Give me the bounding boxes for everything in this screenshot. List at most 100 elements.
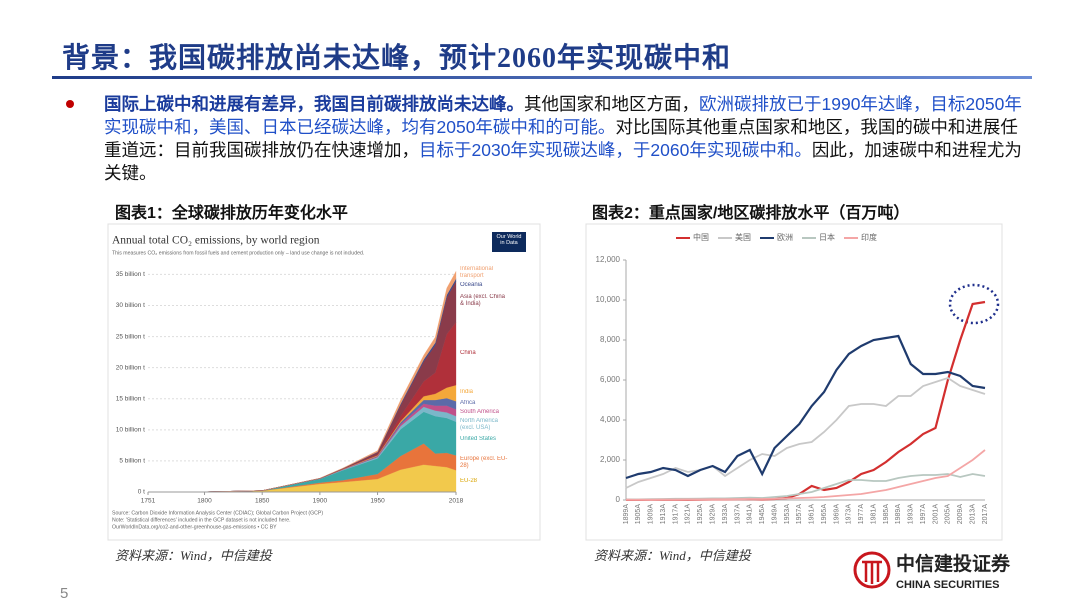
- x-tick-label: 1800: [197, 498, 212, 505]
- x-tick-label: 1949A: [771, 504, 778, 525]
- legend-label: 美国: [735, 232, 751, 242]
- figure-source: 资料来源：Wind，中信建投: [115, 548, 272, 563]
- x-tick-label: 2001A: [932, 504, 939, 525]
- x-tick-label: 2017A: [982, 504, 989, 525]
- bullet-text: 国际上碳中和进展有差异，我国目前碳排放尚未达峰。其他国家和地区方面，欧洲碳排放已…: [104, 93, 1024, 185]
- x-tick-label: 1953A: [784, 504, 791, 525]
- figure-caption: 图表1：全球碳排放历年变化水平: [115, 205, 348, 222]
- y-tick-label: 2,000: [600, 455, 621, 464]
- badge: Our World in Data: [496, 234, 522, 246]
- legend-entry: Africa: [460, 400, 476, 406]
- y-tick-label: 6,000: [600, 375, 621, 384]
- source-note: Note: 'Statistical differences' included…: [112, 517, 291, 523]
- x-tick-label: 2018: [449, 498, 464, 505]
- x-tick-label: 1969A: [833, 504, 840, 525]
- y-tick-label: 8,000: [600, 335, 621, 344]
- legend-label: 中国: [693, 232, 709, 242]
- legend-entry: Europe (excl. EU-28): [460, 456, 508, 469]
- x-tick-label: 2013A: [969, 504, 976, 525]
- x-tick-label: 1981A: [870, 504, 877, 525]
- y-tick-label: 20 billion t: [116, 364, 145, 371]
- legend-label: Asia (excl. China & India): [460, 294, 506, 307]
- legend-entry: International transport: [460, 266, 494, 279]
- x-tick-label: 1993A: [908, 504, 915, 525]
- y-tick-label: 0 t: [138, 489, 145, 496]
- legend-entry: Oceania: [460, 282, 483, 288]
- y-tick-label: 15 billion t: [116, 395, 145, 402]
- legend-label: North America (excl. USA): [460, 418, 499, 431]
- x-tick-label: 1933A: [722, 504, 729, 525]
- x-tick-label: 1921A: [685, 504, 692, 525]
- bullet-segment: 对比国际其他重点国家和地区，我国的碳中和进展任重道远：目前我国碳排放仍在快速增加…: [104, 117, 1018, 160]
- legend-entry: Asia (excl. China & India): [460, 294, 506, 307]
- legend-label: Oceania: [460, 282, 483, 288]
- x-tick-label: 1989A: [895, 504, 902, 525]
- y-tick-label: 0: [616, 495, 621, 504]
- legend-label: South America: [460, 409, 500, 415]
- legend-label: United States: [460, 436, 497, 442]
- legend-label: India: [460, 389, 474, 395]
- legend-label: 印度: [861, 232, 877, 242]
- legend-label: 欧洲: [777, 232, 793, 242]
- badge-text: Our World in Data: [496, 234, 522, 246]
- x-tick-label: 1751: [141, 498, 156, 505]
- y-tick-label: 10 billion t: [116, 427, 145, 434]
- logo-name-en: CHINA SECURITIES: [896, 579, 1000, 591]
- y-tick-label: 25 billion t: [116, 333, 145, 340]
- source-note: Source: Carbon Dioxide Information Analy…: [112, 510, 323, 516]
- slide-title: 背景：我国碳排放尚未达峰，预计2060年实现碳中和: [62, 43, 732, 74]
- x-tick-label: 1900: [313, 498, 328, 505]
- title-rule: [52, 76, 1032, 79]
- legend-label: EU-28: [460, 478, 478, 484]
- legend-entry: India: [460, 389, 474, 395]
- legend-entry: EU-28: [460, 478, 478, 484]
- x-tick-label: 1937A: [734, 504, 741, 525]
- x-tick-label: 1957A: [796, 504, 803, 525]
- logo-icon: [853, 551, 891, 589]
- legend-label: 日本: [819, 232, 835, 242]
- line: [625, 334, 986, 480]
- legend-label: China: [460, 350, 476, 356]
- y-tick-label: 12,000: [596, 255, 621, 264]
- x-tick-label: 1950: [370, 498, 385, 505]
- x-tick-label: 1917A: [672, 504, 679, 525]
- y-tick-label: 30 billion t: [116, 302, 145, 309]
- legend-label: International transport: [460, 266, 494, 279]
- x-tick-label: 1905A: [635, 504, 642, 525]
- x-tick-label: 1899A: [623, 504, 630, 525]
- legend-entry: United States: [460, 436, 497, 442]
- x-tick-label: 1965A: [821, 504, 828, 525]
- y-tick-label: 5 billion t: [119, 458, 145, 465]
- x-tick-label: 2005A: [945, 504, 952, 525]
- y-tick-label: 4,000: [600, 415, 621, 424]
- legend-label: Africa: [460, 400, 476, 406]
- chart-title: Annual total CO₂ emissions, by world reg…: [112, 235, 320, 247]
- x-tick-label: 1913A: [660, 504, 667, 525]
- chart-subtitle: This measures CO₂ emissions from fossil …: [112, 250, 364, 256]
- area: [147, 271, 457, 493]
- x-tick-label: 1929A: [709, 504, 716, 525]
- page-number: 5: [60, 585, 69, 602]
- y-tick-label: 35 billion t: [116, 271, 145, 278]
- bullet-segment: 其他国家和地区方面，: [524, 94, 699, 114]
- bullet-segment: 目标于2030年实现碳达峰，于2060年实现碳中和。: [419, 140, 812, 160]
- legend-entry: South America: [460, 409, 500, 415]
- bullet-segment: 因此，加速碳中和进程尤为关键。: [104, 140, 1022, 183]
- x-tick-label: 1973A: [846, 504, 853, 525]
- badge-box: [492, 232, 526, 252]
- legend-label: Europe (excl. EU-28): [460, 456, 508, 469]
- source-note: OurWorldInData.org/co2-and-other-greenho…: [112, 524, 277, 530]
- highlight-circle: [948, 283, 1000, 325]
- line: [625, 449, 986, 501]
- x-tick-label: 1997A: [920, 504, 927, 525]
- bullet-dot: [66, 100, 74, 108]
- x-tick-label: 1985A: [883, 504, 890, 525]
- legend-entry: North America (excl. USA): [460, 418, 499, 431]
- chart-frame: [585, 223, 1003, 541]
- x-tick-label: 1925A: [697, 504, 704, 525]
- x-tick-label: 2009A: [957, 504, 964, 525]
- x-tick-label: 1909A: [648, 504, 655, 525]
- x-tick-label: 1945A: [759, 504, 766, 525]
- x-tick-label: 1941A: [747, 504, 754, 525]
